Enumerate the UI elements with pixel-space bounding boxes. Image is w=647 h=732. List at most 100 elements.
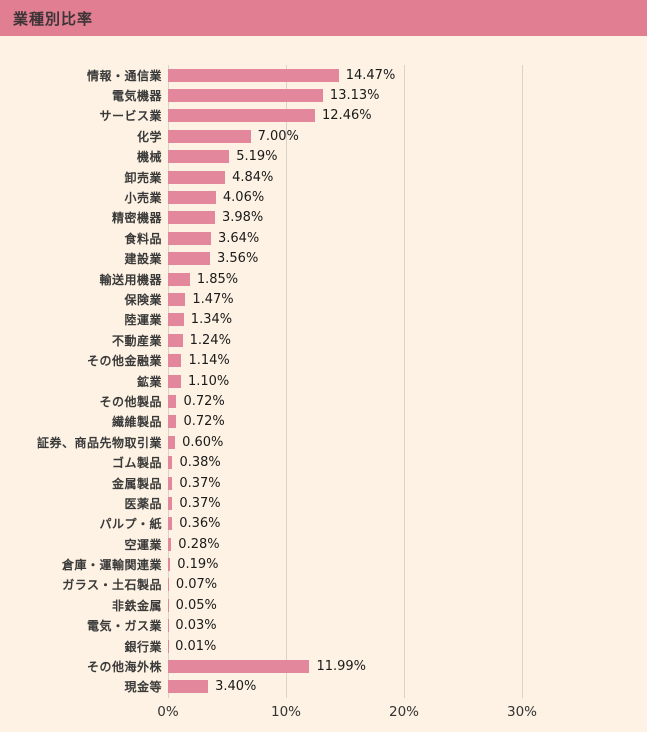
chart-row: 銀行業 0.01% — [0, 636, 640, 656]
category-label: 倉庫・運輸関連業 — [61, 558, 162, 573]
value-label: 3.40% — [215, 679, 257, 695]
category-label: 精密機器 — [111, 211, 162, 226]
row-plot: 0.72% — [168, 412, 640, 432]
category-label: 金属製品 — [111, 476, 162, 491]
chart-row: 陸運業 1.34% — [0, 310, 640, 330]
category-label: その他製品 — [99, 394, 162, 409]
chart-row: 非鉄金属 0.05% — [0, 595, 640, 615]
category-label: 輸送用機器 — [99, 272, 162, 287]
chart-row: その他金融業 1.14% — [0, 350, 640, 370]
bar — [168, 150, 230, 164]
value-label: 1.14% — [188, 353, 230, 369]
row-plot: 1.47% — [168, 289, 640, 309]
chart-row: 精密機器 3.98% — [0, 208, 640, 228]
bar — [168, 231, 211, 245]
value-label: 5.19% — [236, 149, 278, 165]
chart-row: 空運業 0.28% — [0, 534, 640, 554]
chart-row: 輸送用機器 1.85% — [0, 269, 640, 289]
category-label: 繊維製品 — [111, 415, 162, 430]
chart-row: 金属製品 0.37% — [0, 473, 640, 493]
category-label: 銀行業 — [124, 639, 162, 654]
value-label: 12.46% — [322, 108, 372, 124]
bar — [168, 170, 226, 184]
row-plot: 4.06% — [168, 187, 640, 207]
bar — [168, 191, 216, 205]
row-plot: 0.37% — [168, 493, 640, 513]
bar — [168, 558, 171, 572]
category-label: その他金融業 — [86, 354, 162, 369]
row-plot: 0.36% — [168, 514, 640, 534]
value-label: 3.56% — [217, 251, 259, 267]
gridline — [522, 65, 523, 698]
value-label: 1.24% — [189, 332, 231, 348]
bar — [168, 680, 209, 694]
row-plot: 0.37% — [168, 473, 640, 493]
chart-row: 保険業 1.47% — [0, 289, 640, 309]
chart-row: 情報・通信業 14.47% — [0, 65, 640, 85]
category-label: 空運業 — [124, 537, 162, 552]
row-plot: 7.00% — [168, 126, 640, 146]
bar — [168, 598, 169, 612]
chart-row: 現金等 3.40% — [0, 677, 640, 697]
chart-row: サービス業 12.46% — [0, 106, 640, 126]
value-label: 0.72% — [183, 414, 225, 430]
chart-row: その他海外株 11.99% — [0, 656, 640, 676]
x-axis-tick-label: 0% — [157, 704, 179, 720]
x-axis-tick-label: 20% — [388, 704, 420, 720]
value-label: 1.10% — [187, 373, 230, 389]
value-label: 0.28% — [178, 536, 220, 552]
value-label: 0.05% — [175, 597, 217, 613]
chart-row: 卸売業 4.84% — [0, 167, 640, 187]
value-label: 13.13% — [329, 88, 380, 104]
chart-row: その他製品 0.72% — [0, 391, 640, 411]
row-plot: 3.64% — [168, 228, 640, 248]
row-plot: 3.98% — [168, 208, 640, 228]
chart-row: 不動産業 1.24% — [0, 330, 640, 350]
chart-row: 機械 5.19% — [0, 147, 640, 167]
row-plot: 5.19% — [168, 147, 640, 167]
bar — [168, 211, 215, 225]
chart-row: 証券、商品先物取引業 0.60% — [0, 432, 640, 452]
value-label: 4.06% — [222, 190, 265, 206]
page-title: 業種別比率 — [13, 9, 94, 28]
chart-row: 化学 7.00% — [0, 126, 640, 146]
category-label: 医薬品 — [124, 496, 162, 511]
chart-row: パルプ・紙 0.36% — [0, 514, 640, 534]
bar — [168, 374, 181, 388]
category-label: 小売業 — [124, 191, 162, 206]
chart-row: 電気・ガス業 0.03% — [0, 616, 640, 636]
category-label: 鉱業 — [136, 374, 162, 389]
category-label: サービス業 — [99, 109, 162, 124]
chart-row: 建設業 3.56% — [0, 249, 640, 269]
bar — [168, 496, 173, 510]
bar — [168, 394, 177, 408]
chart-row: 小売業 4.06% — [0, 187, 640, 207]
bar — [168, 354, 182, 368]
bar-chart: 情報・通信業 14.47% 電気機器 13.13% サービス業 12.46% 化… — [0, 36, 647, 732]
bar — [168, 415, 177, 429]
row-plot: 1.24% — [168, 330, 640, 350]
value-label: 7.00% — [257, 128, 299, 144]
chart-row: 電気機器 13.13% — [0, 85, 640, 105]
row-plot: 0.72% — [168, 391, 640, 411]
value-label: 0.38% — [179, 455, 221, 471]
row-plot: 0.03% — [168, 616, 640, 636]
category-label: 非鉄金属 — [111, 598, 162, 613]
value-label: 0.37% — [179, 475, 221, 491]
bar — [168, 517, 173, 531]
value-label: 0.37% — [179, 495, 221, 511]
row-plot: 0.01% — [168, 636, 640, 656]
bar — [168, 435, 176, 449]
bar — [168, 456, 173, 470]
bar — [168, 89, 323, 103]
x-axis-tick-label: 30% — [506, 704, 538, 720]
category-label: 電気機器 — [111, 89, 162, 104]
bar — [168, 333, 183, 347]
row-plot: 4.84% — [168, 167, 640, 187]
bar — [168, 68, 339, 82]
row-plot: 3.40% — [168, 677, 640, 697]
gridline — [286, 65, 287, 698]
row-plot: 11.99% — [168, 656, 640, 676]
row-plot: 0.38% — [168, 452, 640, 472]
